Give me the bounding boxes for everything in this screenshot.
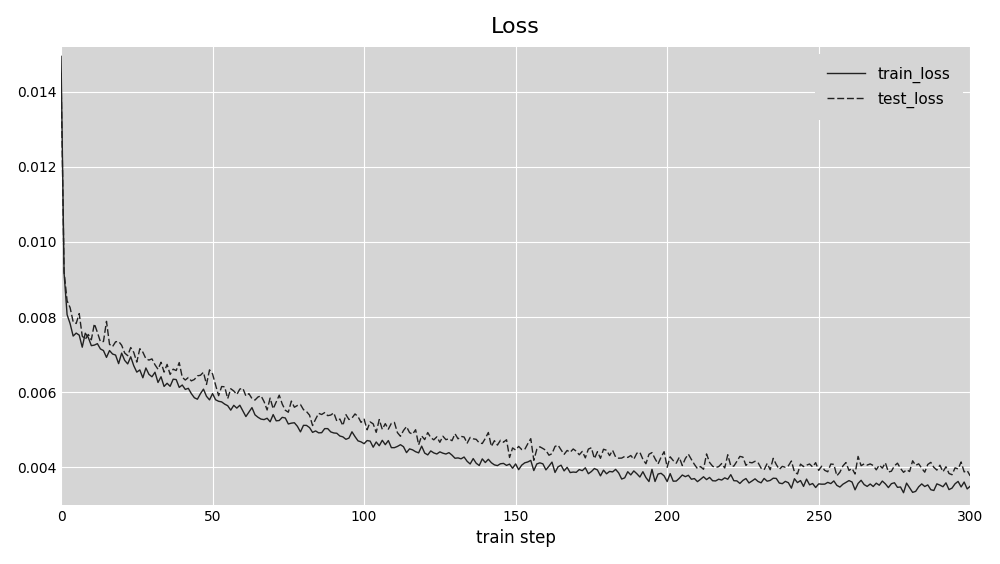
test_loss bbox=[422, 429, 434, 436]
train_loss bbox=[898, 490, 910, 496]
train_loss bbox=[964, 483, 976, 490]
Line: test_loss: test_loss bbox=[61, 73, 970, 476]
test_loss bbox=[822, 469, 834, 475]
train_loss bbox=[452, 455, 464, 461]
train_loss bbox=[901, 480, 913, 487]
test_loss bbox=[676, 462, 688, 469]
X-axis label: train step: train step bbox=[476, 530, 556, 547]
train_loss bbox=[55, 53, 67, 60]
test_loss bbox=[898, 469, 910, 475]
train_loss bbox=[676, 472, 688, 478]
test_loss bbox=[770, 461, 782, 468]
test_loss bbox=[964, 473, 976, 479]
train_loss bbox=[822, 479, 834, 486]
train_loss bbox=[770, 475, 782, 482]
Legend: train_loss, test_loss: train_loss, test_loss bbox=[815, 54, 963, 120]
Title: Loss: Loss bbox=[491, 17, 540, 37]
test_loss bbox=[55, 69, 67, 76]
train_loss bbox=[422, 452, 434, 459]
Line: train_loss: train_loss bbox=[61, 56, 970, 493]
test_loss bbox=[452, 435, 464, 442]
